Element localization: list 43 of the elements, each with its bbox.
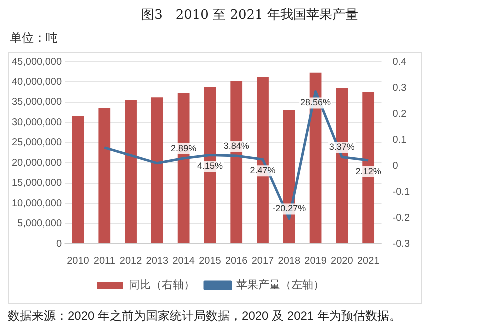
x-tick-label: 2012: [120, 256, 143, 267]
y2-tick-label: -0.3: [392, 238, 410, 250]
text: 单位：吨: [10, 30, 58, 47]
data-label: 28.56%: [300, 98, 332, 108]
y2-tick-label: -0.1: [392, 186, 410, 198]
data-label: 2.47%: [250, 166, 276, 176]
y2-tick-label: -0.2: [392, 212, 410, 224]
y-tick-label: 35,000,000: [12, 97, 62, 108]
y2-tick-label: 0.3: [392, 82, 408, 94]
legend-label: 苹果产量（左轴）: [236, 278, 324, 292]
x-tick-label: 2019: [304, 256, 328, 267]
y-tick-label: 40,000,000: [12, 76, 62, 88]
y2-tick-label: 0.4: [392, 56, 408, 68]
y-tick-label: 5,000,000: [18, 218, 62, 230]
legend-label: 同比（右轴）: [129, 278, 195, 292]
y-tick-label: 10,000,000: [12, 198, 62, 210]
x-tick-label: 2010: [67, 256, 90, 267]
y2-tick-label: 0.1: [392, 134, 408, 146]
data-label: -20.27%: [272, 204, 306, 214]
y-tick-label: 45,000,000: [12, 56, 62, 68]
y2-tick-label: 0.2: [392, 108, 408, 120]
source-note: 数据来源：2020 年之前为国家统计局数据，2020 及 2021 年为预估数据。: [8, 308, 402, 325]
y2-tick-label: 0: [392, 160, 399, 172]
y-tick-label: 0: [56, 238, 62, 250]
x-tick-label: 2017: [252, 256, 275, 267]
x-tick-label: 2015: [199, 256, 222, 267]
data-label: 3.84%: [224, 141, 250, 151]
y-tick-label: 25,000,000: [12, 138, 62, 149]
x-tick-label: 2020: [331, 256, 354, 267]
x-tick-label: 2011: [94, 256, 116, 267]
data-label: 3.37%: [329, 142, 355, 152]
x-tick-label: 2013: [146, 256, 169, 267]
data-label: 4.15%: [197, 161, 223, 172]
x-tick-label: 2014: [172, 256, 196, 267]
x-tick-label: 2016: [225, 256, 248, 267]
data-label: 2.12%: [356, 166, 382, 176]
chart-title: 图3 2010 至 2021 年我国苹果产量: [140, 7, 360, 24]
data-label: 2.89%: [171, 143, 197, 154]
y-tick-label: 15,000,000: [12, 178, 62, 190]
x-tick-label: 2021: [357, 256, 380, 267]
x-tick-label: 2018: [278, 256, 301, 267]
y-tick-label: 30,000,000: [12, 117, 62, 128]
y-tick-label: 20,000,000: [12, 158, 62, 169]
